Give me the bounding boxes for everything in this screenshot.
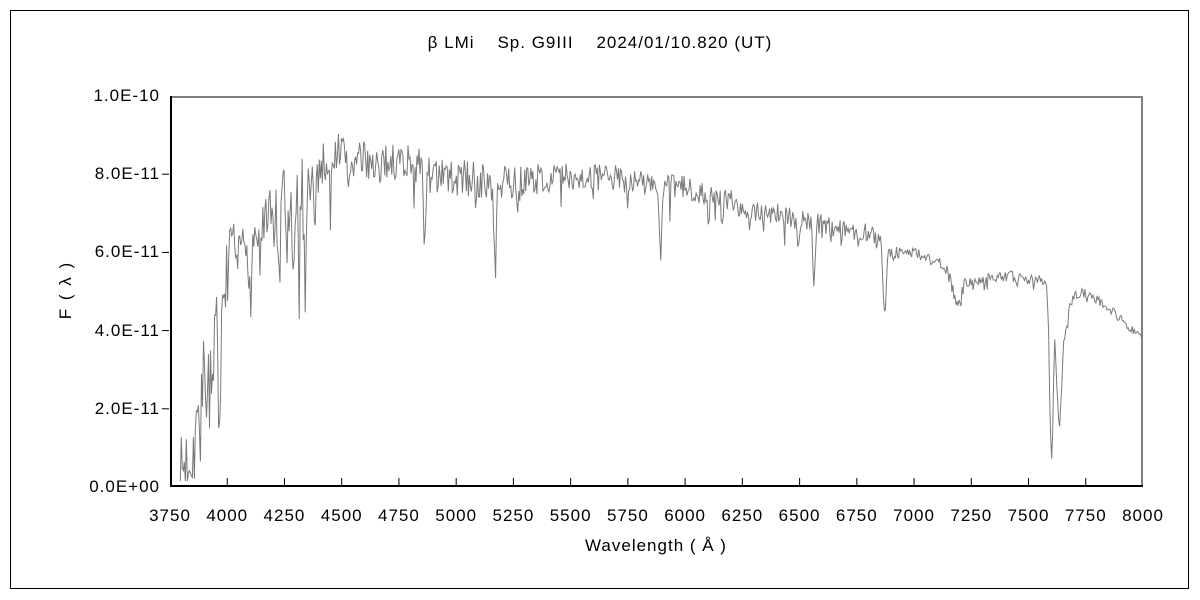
x-tick-label: 8000	[1122, 506, 1164, 525]
y-tick-label: 6.0E-11	[94, 242, 160, 262]
x-axis-title: Wavelength ( Å )	[585, 536, 727, 555]
chart-title: β LMi Sp. G9III 2024/01/10.820 (UT)	[427, 33, 773, 52]
x-tick-label: 5000	[435, 506, 478, 525]
x-tick-label: 3750	[149, 506, 191, 525]
x-tick-label: 5500	[549, 506, 592, 525]
x-tick-label: 7250	[950, 506, 993, 525]
x-tick-label: 4500	[320, 506, 363, 525]
x-tick-label: 4750	[378, 506, 420, 525]
x-tick-label: 6500	[778, 506, 821, 525]
x-tick-label: 4000	[206, 506, 249, 525]
x-tick-label: 4250	[263, 506, 306, 525]
plot-border	[170, 96, 1143, 487]
y-tick-label: 0.0E+00	[89, 477, 160, 496]
x-tick-label: 7750	[1064, 506, 1107, 525]
y-tick-label: 1.0E-10	[93, 86, 160, 105]
axis-lines	[170, 96, 1143, 487]
spectrum-line	[179, 133, 1143, 482]
x-tick-label: 5250	[492, 506, 535, 525]
figure-border	[10, 10, 1189, 589]
x-tick-label: 7500	[1007, 506, 1050, 525]
y-tick-label: 2.0E-11	[94, 398, 160, 418]
y-tick-label: 8.0E-11	[94, 164, 160, 184]
x-tick-label: 7000	[893, 506, 935, 525]
x-tick-label: 6750	[835, 506, 878, 525]
y-tick-label: 4.0E-11	[94, 320, 160, 340]
x-tick-label: 5750	[606, 506, 649, 525]
x-tick-label: 6000	[664, 506, 707, 525]
x-tick-label: 6250	[721, 506, 764, 525]
